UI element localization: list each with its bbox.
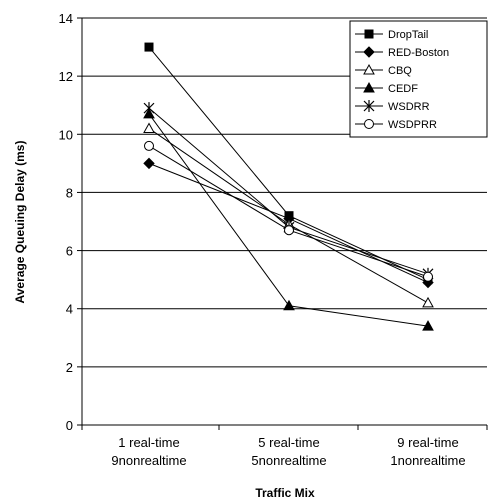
data-point-cbq xyxy=(422,296,434,308)
legend-label: CBQ xyxy=(388,65,412,77)
legend-item-cbq: CBQ xyxy=(355,63,412,77)
data-point-cedf xyxy=(422,320,434,331)
y-tick-label: 6 xyxy=(66,244,73,259)
x-axis-title: Traffic Mix xyxy=(255,486,315,500)
y-tick-label: 12 xyxy=(59,69,73,84)
y-axis-title: Average Queuing Delay (ms) xyxy=(13,141,27,304)
series-group xyxy=(143,42,434,331)
legend-item-red-boston: RED-Boston xyxy=(355,46,449,59)
legend-item-cedf: CEDF xyxy=(355,81,418,95)
legend-item-wsdprr: WSDPRR xyxy=(355,119,437,131)
legend-label: CEDF xyxy=(388,83,418,95)
legend-box xyxy=(349,20,488,138)
legend-marker xyxy=(363,100,375,112)
y-tick-label: 8 xyxy=(66,185,73,200)
y-tick-label: 2 xyxy=(66,360,73,375)
y-tick-label: 4 xyxy=(66,302,73,317)
data-point-red-boston xyxy=(143,157,155,170)
grid-lines xyxy=(82,17,487,368)
legend-marker xyxy=(363,46,375,58)
y-tick-label: 10 xyxy=(59,127,73,142)
legend: DropTail RED-Boston CBQ CEDF WSDRR WSDPRR xyxy=(349,20,488,138)
data-point-wsdprr xyxy=(284,225,294,236)
y-tick-label: 0 xyxy=(66,418,73,433)
legend-item-droptail: DropTail xyxy=(355,29,428,41)
x-tick-label: 9nonrealtime xyxy=(111,453,186,468)
x-tick-label: 1nonrealtime xyxy=(390,453,465,468)
data-point-wsdprr xyxy=(144,140,154,151)
data-point-cedf xyxy=(283,299,295,311)
x-tick-label: 5nonrealtime xyxy=(251,453,326,468)
legend-label: WSDRR xyxy=(388,101,430,113)
legend-marker xyxy=(364,29,374,39)
data-point-wsdrr xyxy=(143,102,155,115)
legend-marker xyxy=(363,63,375,75)
data-point-droptail xyxy=(144,42,154,52)
legend-label: RED-Boston xyxy=(388,47,449,59)
data-point-wsdprr xyxy=(423,271,433,282)
axes xyxy=(81,18,487,426)
series-wsdprr xyxy=(144,140,433,282)
legend-item-wsdrr: WSDRR xyxy=(355,100,430,113)
legend-label: DropTail xyxy=(388,29,428,41)
x-tick-label: 5 real-time xyxy=(258,435,319,450)
data-point-cbq xyxy=(143,122,155,133)
series-cedf xyxy=(143,107,434,331)
y-tick-label: 14 xyxy=(59,11,73,26)
x-axis-ticks: 1 real-time 9nonrealtime 5 real-time 5nonre… xyxy=(81,425,488,468)
y-axis-ticks: 0 2 4 6 8 10 12 14 xyxy=(59,11,82,433)
legend-marker xyxy=(364,119,374,129)
x-tick-label: 9 real-time xyxy=(397,435,458,450)
legend-marker xyxy=(363,81,375,93)
legend-label: WSDPRR xyxy=(388,119,437,131)
x-tick-label: 1 real-time xyxy=(118,435,179,450)
